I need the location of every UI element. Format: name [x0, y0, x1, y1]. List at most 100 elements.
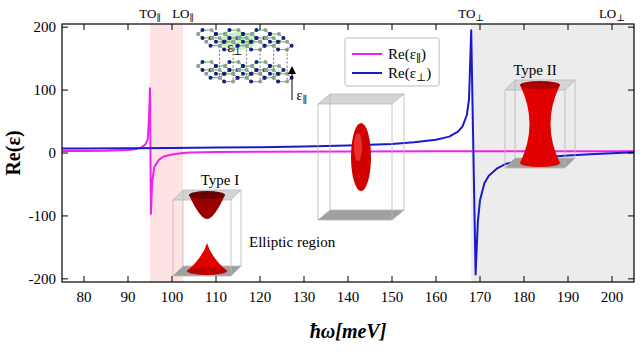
atom: [201, 60, 205, 64]
cube-edge: [505, 80, 515, 90]
atom: [276, 72, 280, 76]
atom: [241, 40, 245, 44]
x-tick: [524, 24, 525, 30]
x-tick: [304, 24, 305, 30]
atom: [249, 40, 253, 44]
annotation: ε⊥: [227, 40, 242, 57]
atom: [218, 68, 222, 72]
atom: [282, 36, 286, 40]
atom: [218, 44, 222, 48]
cube-ceiling: [318, 94, 404, 104]
x-tick-label: 200: [601, 289, 624, 305]
cube-edge: [318, 94, 330, 104]
atom: [237, 36, 241, 40]
atom: [277, 64, 281, 68]
atom: [196, 64, 200, 68]
axes: 8090100110120130140150160170180190200-20…: [29, 19, 635, 305]
plot-area: [62, 24, 634, 282]
atom: [272, 44, 276, 48]
ellipsoid-highlight: [354, 133, 362, 161]
y-tick-label: -200: [29, 271, 57, 287]
x-tick: [260, 276, 261, 282]
atom: [258, 72, 262, 76]
atom: [237, 68, 241, 72]
text-part: ): [426, 65, 431, 82]
atom: [241, 64, 245, 68]
atom: [255, 36, 259, 40]
atom: [231, 72, 235, 76]
atom: [264, 36, 268, 40]
atom: [210, 36, 214, 40]
atom: [249, 72, 253, 76]
legend-swatch: [352, 72, 382, 74]
atom: [263, 68, 267, 72]
cube-edge: [173, 266, 183, 276]
atom: [214, 64, 218, 68]
atom: [258, 80, 262, 84]
atom: [222, 80, 226, 84]
atom: [276, 40, 280, 44]
atom: [237, 60, 241, 64]
atom: [241, 32, 245, 36]
atom: [201, 28, 205, 32]
cube-edge: [318, 210, 330, 220]
atom: [236, 36, 240, 40]
atom: [268, 72, 272, 76]
atom: [250, 32, 254, 36]
atom: [263, 76, 267, 80]
top-label: LO∥: [172, 6, 194, 23]
atom: [210, 68, 214, 72]
y-tick-label: 100: [34, 82, 57, 98]
atom: [268, 32, 272, 36]
x-tick: [260, 24, 261, 30]
atom: [228, 60, 232, 64]
x-tick: [612, 24, 613, 30]
cube-edge: [505, 158, 515, 168]
atom: [214, 32, 218, 36]
atom: [218, 76, 222, 80]
atom: [255, 28, 259, 32]
top-label: TO∥: [139, 6, 160, 23]
x-tick: [128, 24, 129, 30]
cube-edge: [231, 190, 241, 200]
atom: [249, 80, 253, 84]
x-tick: [172, 276, 173, 282]
hyperboloid-rim: [520, 81, 560, 89]
arrow-head: [288, 66, 296, 74]
legend-label: Re(ε∥): [388, 46, 426, 64]
atom: [236, 68, 240, 72]
atom: [223, 64, 227, 68]
x-tick-label: 150: [381, 289, 404, 305]
text-part: ∥: [156, 13, 160, 23]
atom: [210, 36, 214, 40]
hyperboloid-rim: [187, 267, 227, 275]
arrow-shaft: [292, 72, 293, 100]
atom: [214, 32, 218, 36]
cube-edge: [392, 210, 404, 220]
x-tick: [436, 24, 437, 30]
atom: [290, 44, 294, 48]
atom: [282, 68, 286, 72]
chart: 8090100110120130140150160170180190200-20…: [0, 0, 644, 360]
text-part: Re(ε: [388, 46, 416, 63]
atom: [237, 68, 241, 72]
atom: [228, 28, 232, 32]
atom: [210, 60, 214, 64]
atom: [223, 32, 227, 36]
atom: [222, 48, 226, 52]
lattice-bond: [274, 42, 292, 50]
cube-edge: [565, 158, 575, 168]
cube-edge: [318, 104, 392, 220]
x-tick-label: 130: [293, 289, 316, 305]
atom: [245, 68, 249, 72]
background: [0, 0, 644, 360]
y-tick: [628, 27, 634, 28]
atom: [255, 68, 259, 72]
x-tick: [84, 276, 85, 282]
x-tick: [348, 276, 349, 282]
text-part: Type II: [513, 62, 557, 78]
crystal-inset: [196, 28, 296, 100]
atom: [196, 32, 200, 36]
x-tick-label: 90: [121, 289, 136, 305]
y-tick-label: 200: [34, 19, 57, 35]
